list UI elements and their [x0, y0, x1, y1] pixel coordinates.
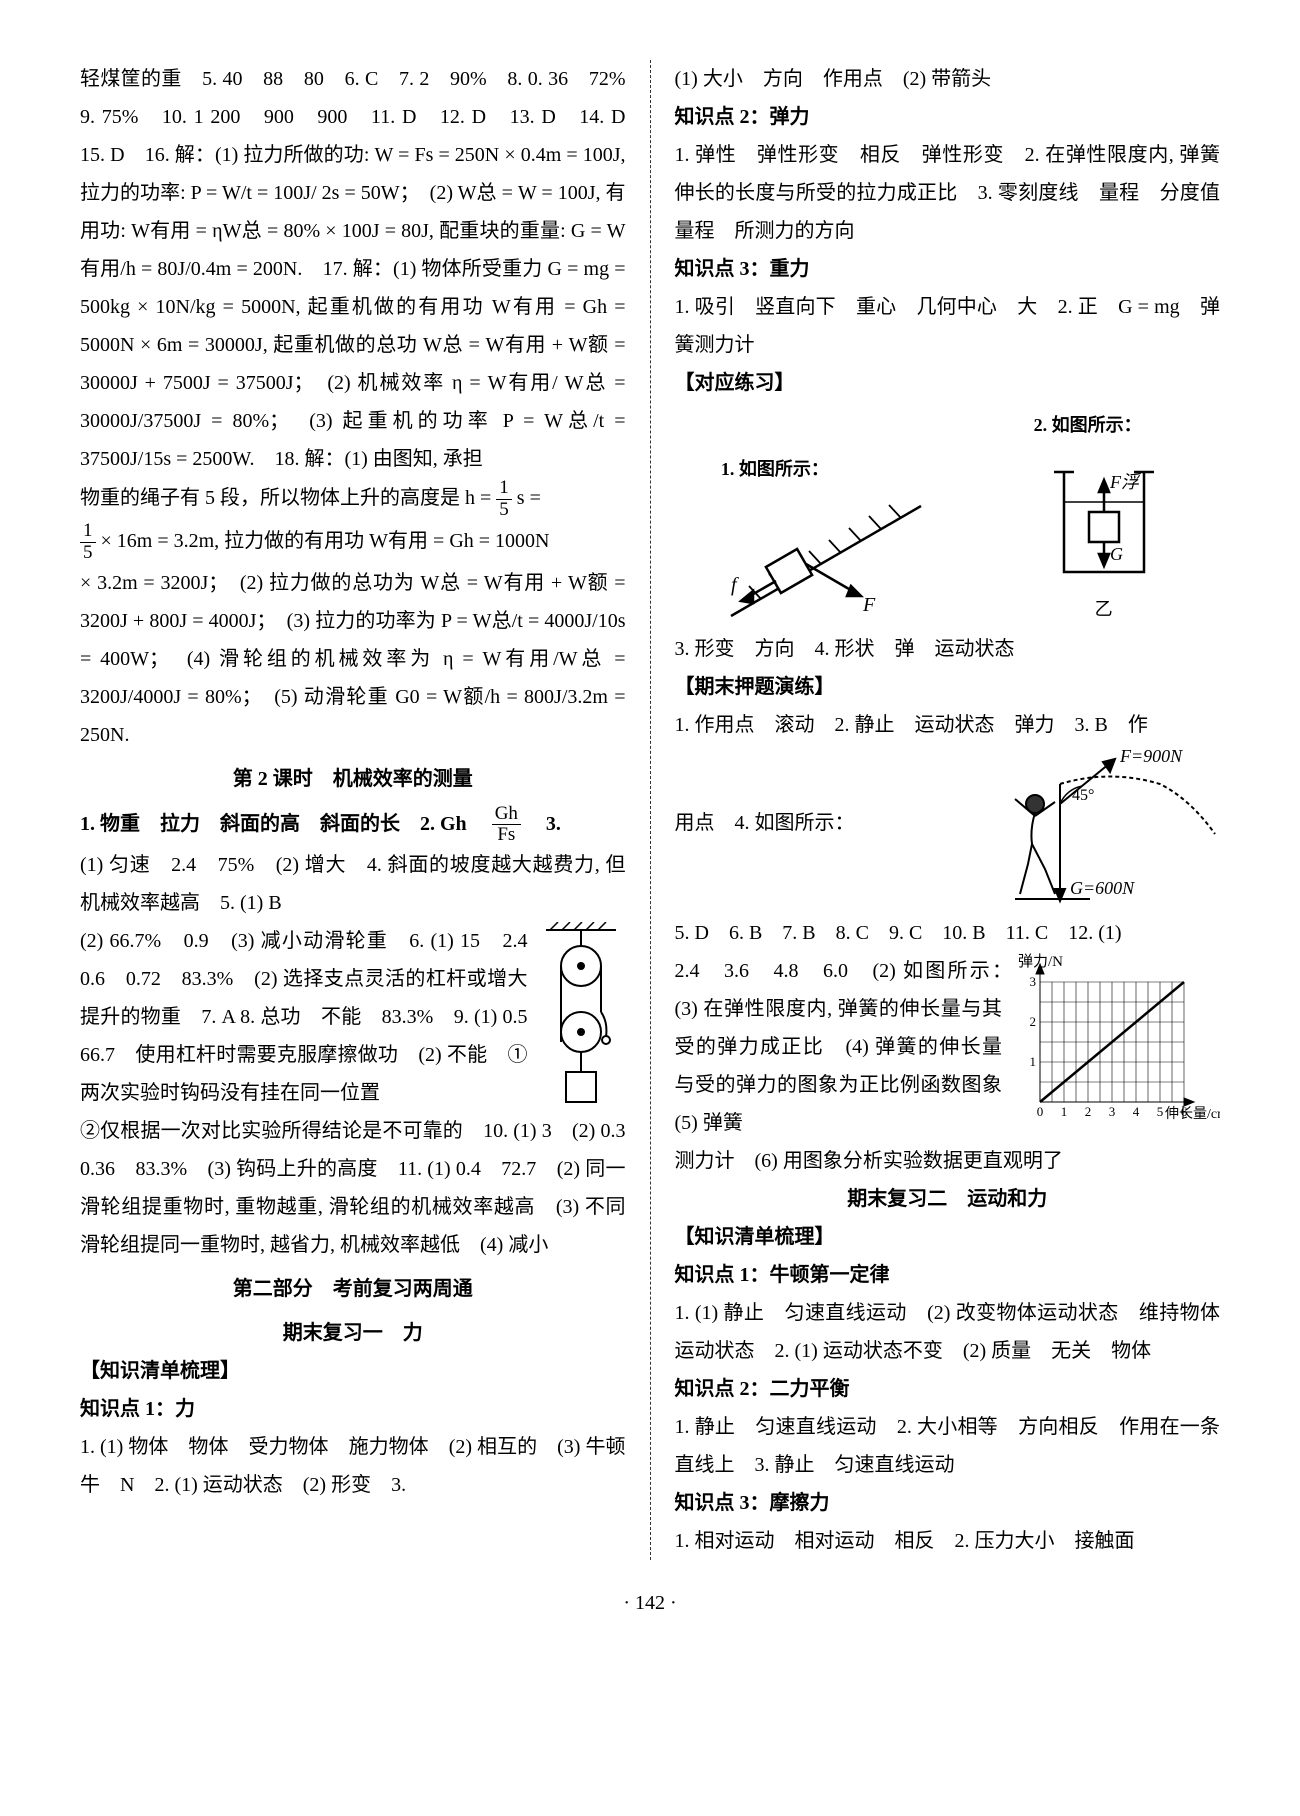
- left-para2: 物重的绳子有 5 段，所以物体上升的高度是 h = 15 s =: [80, 478, 626, 521]
- xt0: 0: [1037, 1104, 1044, 1119]
- qmyt-line3: 5. D 6. B 7. B 8. C 9. C 10. B 11. C 12.…: [675, 914, 1221, 952]
- fig2-Ff-label: F浮: [1109, 472, 1142, 492]
- num: Gh: [492, 804, 521, 826]
- fig3-ang: 45°: [1072, 787, 1094, 804]
- kp2-label: 知识点 2：弹力: [675, 98, 1221, 136]
- kp3b-body: 1. 相对运动 相对运动 相反 2. 压力大小 接触面: [675, 1522, 1221, 1560]
- fig2-label: 2. 如图所示：: [1034, 408, 1174, 442]
- spring-chart: 弹力/N 伸长量/cm: [1010, 952, 1220, 1122]
- pulley-figure: [536, 922, 626, 1112]
- k2-line1: 1. 物重 拉力 斜面的高 斜面的长 2. Gh GhFs 3.: [80, 804, 626, 847]
- knowledge-list-label: 【知识清单梳理】: [80, 1352, 626, 1390]
- kp2-body: 1. 弹性 弹性形变 相反 弹性形变 2. 在弹性限度内, 弹簧伸长的长度与所受…: [675, 136, 1221, 250]
- fraction-gh-fs: GhFs: [492, 804, 521, 847]
- num: 1: [80, 521, 96, 543]
- fig1-label: 1. 如图所示：: [721, 452, 941, 486]
- chart-xlabel: 伸长量/cm: [1165, 1106, 1220, 1122]
- fig2-caption: 乙: [1034, 592, 1174, 626]
- incline-svg: f F: [721, 486, 941, 626]
- fig2-G-label: G: [1110, 544, 1123, 564]
- k2-para4: ②仅根据一次对比实验所得结论是不可靠的 10. (1) 3 (2) 0.3 0.…: [80, 1112, 626, 1264]
- beaker-svg: F浮 G: [1034, 442, 1174, 592]
- chart-svg: 弹力/N 伸长量/cm: [1010, 952, 1220, 1122]
- left-para1: 轻煤筐的重 5. 40 88 80 6. C 7. 2 90% 8. 0. 36…: [80, 60, 626, 478]
- xt4: 4: [1133, 1104, 1140, 1119]
- part2-title: 第二部分 考前复习两周通: [80, 1270, 626, 1308]
- review2-title: 期末复习二 运动和力: [675, 1180, 1221, 1218]
- kp1-label: 知识点 1：力: [80, 1390, 626, 1428]
- kp2b-label: 知识点 2：二力平衡: [675, 1370, 1221, 1408]
- kp1-body: 1. (1) 物体 物体 受力物体 施力物体 (2) 相互的 (3) 牛顿 牛 …: [80, 1428, 626, 1504]
- kp1b-body: 1. (1) 静止 匀速直线运动 (2) 改变物体运动状态 维持物体运动状态 2…: [675, 1294, 1221, 1370]
- yt1: 1: [1030, 1054, 1037, 1069]
- kp3b-label: 知识点 3：摩擦力: [675, 1484, 1221, 1522]
- k2-para2: (1) 匀速 2.4 75% (2) 增大 4. 斜面的坡度越大越费力, 但机械…: [80, 846, 626, 922]
- t: 1. 物重 拉力 斜面的高 斜面的长 2. Gh: [80, 813, 487, 835]
- den: 5: [496, 500, 512, 521]
- lesson2-title: 第 2 课时 机械效率的测量: [80, 760, 626, 798]
- fraction-1-5-b: 15: [80, 521, 96, 564]
- r-line1: (1) 大小 方向 作用点 (2) 带箭头: [675, 60, 1221, 98]
- t: 物重的绳子有 5 段，所以物体上升的高度是 h =: [80, 487, 496, 509]
- review1-title: 期末复习一 力: [80, 1314, 626, 1352]
- qmyt-label: 【期末押题演练】: [675, 668, 1221, 706]
- left-column: 轻煤筐的重 5. 40 88 80 6. C 7. 2 90% 8. 0. 36…: [80, 60, 626, 1560]
- kp2b-body: 1. 静止 匀速直线运动 2. 大小相等 方向相反 作用在一条直线上 3. 静止…: [675, 1408, 1221, 1484]
- xt6: 6: [1181, 1104, 1188, 1119]
- t: 3.: [526, 813, 561, 835]
- left-para3: × 3.2m = 3200J； (2) 拉力做的总功为 W总 = W有用 + W…: [80, 564, 626, 754]
- right-column: (1) 大小 方向 作用点 (2) 带箭头 知识点 2：弹力 1. 弹性 弹性形…: [675, 60, 1221, 1560]
- den: Fs: [492, 825, 521, 846]
- kp3-label: 知识点 3：重力: [675, 250, 1221, 288]
- xt1: 1: [1061, 1104, 1068, 1119]
- after-fig: 3. 形变 方向 4. 形状 弹 运动状态: [675, 630, 1221, 668]
- xt2: 2: [1085, 1104, 1092, 1119]
- num: 1: [496, 478, 512, 500]
- xt5: 5: [1157, 1104, 1164, 1119]
- page-number: · 142 ·: [80, 1584, 1220, 1622]
- qmyt-after: 测力计 (6) 用图象分析实验数据更直观明了: [675, 1142, 1221, 1180]
- fig3-G: G=600N: [1070, 878, 1135, 898]
- den: 5: [80, 543, 96, 564]
- shuli2: 【知识清单梳理】: [675, 1218, 1221, 1256]
- t: s =: [517, 487, 541, 509]
- climber-figure: F=900N 45° G=600N: [960, 744, 1220, 914]
- dylx-label: 【对应练习】: [675, 364, 1221, 402]
- xt3: 3: [1109, 1104, 1116, 1119]
- figure-row-1: 1. 如图所示：: [675, 408, 1221, 626]
- column-divider: [650, 60, 651, 1560]
- qmyt-line1: 1. 作用点 滚动 2. 静止 运动状态 弹力 3. B 作: [675, 706, 1221, 744]
- kp1b-label: 知识点 1：牛顿第一定律: [675, 1256, 1221, 1294]
- page-columns: 轻煤筐的重 5. 40 88 80 6. C 7. 2 90% 8. 0. 36…: [80, 60, 1220, 1560]
- left-para2c: 15 × 16m = 3.2m, 拉力做的有用功 W有用 = Gh = 1000…: [80, 521, 626, 564]
- yt2: 2: [1030, 1014, 1037, 1029]
- kp3-body: 1. 吸引 竖直向下 重心 几何中心 大 2. 正 G = mg 弹簧测力计: [675, 288, 1221, 364]
- fig1-f-label: f: [731, 574, 739, 596]
- fig2-wrap: 2. 如图所示： F浮 G 乙: [1034, 408, 1174, 626]
- fig3-F: F=900N: [1119, 746, 1183, 766]
- yt3: 3: [1030, 974, 1037, 989]
- climber-svg: F=900N 45° G=600N: [960, 744, 1220, 914]
- t: × 16m = 3.2m, 拉力做的有用功 W有用 = Gh = 1000N: [101, 530, 550, 552]
- fig1-F-label: F: [862, 594, 876, 616]
- fraction-1-5-a: 15: [496, 478, 512, 521]
- fig1-wrap: 1. 如图所示：: [721, 452, 941, 626]
- pulley-svg: [536, 922, 626, 1112]
